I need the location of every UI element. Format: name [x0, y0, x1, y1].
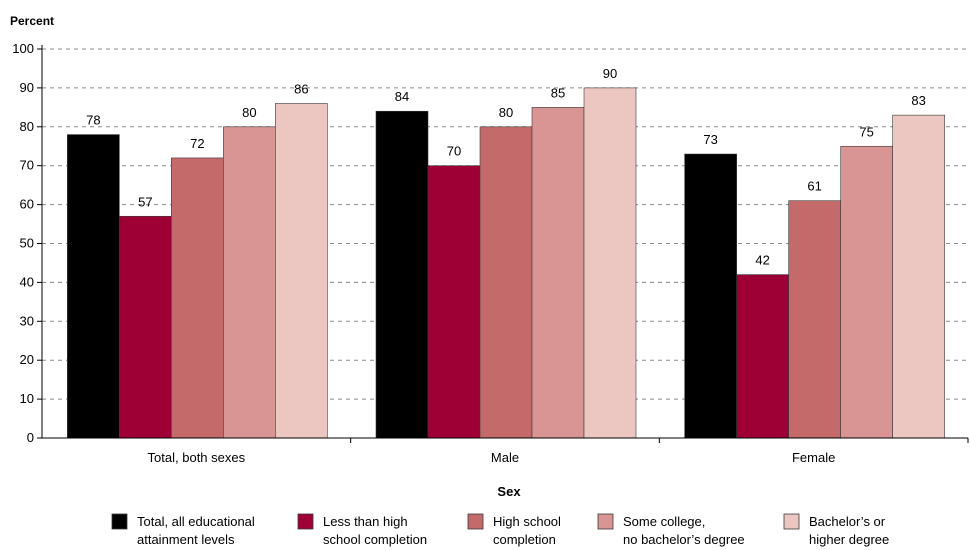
bar — [427, 165, 481, 439]
bar — [840, 145, 893, 439]
data-label: 84 — [395, 89, 409, 104]
bar — [736, 274, 789, 439]
category-label: Total, both sexes — [148, 450, 246, 465]
bar — [531, 107, 585, 439]
data-label: 85 — [551, 85, 565, 100]
y-tick-label: 60 — [20, 197, 34, 212]
legend-label: Bachelor’s or — [809, 514, 886, 529]
bar — [375, 110, 429, 439]
data-label: 86 — [294, 81, 308, 96]
bar — [892, 114, 945, 439]
legend-swatch — [297, 513, 314, 530]
bar — [223, 126, 276, 439]
legend: Total, all educational attainment levels L… — [111, 513, 889, 547]
data-label: 72 — [190, 136, 204, 151]
legend-swatch — [783, 513, 800, 530]
data-label: 61 — [807, 179, 821, 194]
data-label: 42 — [755, 253, 769, 268]
data-label: 70 — [447, 144, 461, 159]
legend-label: higher degree — [809, 532, 889, 547]
data-label: 73 — [703, 132, 717, 147]
legend-swatch — [467, 513, 484, 530]
y-tick-label: 0 — [27, 430, 34, 445]
data-label: 78 — [86, 113, 100, 128]
data-label: 57 — [138, 194, 152, 209]
legend-label: no bachelor’s degree — [623, 532, 745, 547]
legend-label: Total, all educational — [137, 514, 255, 529]
legend-swatch — [111, 513, 128, 530]
bars: 78 57 72 80 86 84 70 80 85 90 73 42 61 75 83 — [67, 66, 945, 439]
legend-swatch — [597, 513, 614, 530]
y-tick-label: 10 — [20, 391, 34, 406]
data-label: 80 — [242, 105, 256, 120]
data-label: 83 — [911, 93, 925, 108]
bar — [583, 87, 637, 439]
category-label: Male — [491, 450, 519, 465]
legend-label: school completion — [323, 532, 427, 547]
axes: 0 10 20 30 40 50 60 70 80 90 100 Total, both sexes M… — [12, 41, 969, 465]
data-label: 75 — [859, 124, 873, 139]
y-tick-label: 100 — [12, 41, 34, 56]
y-tick-label: 30 — [20, 313, 34, 328]
y-tick-label: 50 — [20, 236, 34, 251]
bar — [479, 126, 533, 439]
bar — [119, 215, 172, 439]
bar — [275, 103, 328, 439]
data-label: 90 — [603, 66, 617, 81]
legend-label: attainment levels — [137, 532, 235, 547]
y-axis-title: Percent — [10, 14, 54, 28]
y-tick-label: 20 — [20, 352, 34, 367]
y-tick-label: 40 — [20, 274, 34, 289]
data-label: 80 — [499, 105, 513, 120]
bar — [67, 134, 120, 439]
y-tick-label: 90 — [20, 80, 34, 95]
x-axis-title: Sex — [497, 484, 521, 499]
y-tick-label: 70 — [20, 158, 34, 173]
bar — [684, 153, 737, 439]
legend-label: Some college, — [623, 514, 705, 529]
category-label: Female — [792, 450, 835, 465]
y-tick-label: 80 — [20, 119, 34, 134]
legend-label: High school — [493, 514, 561, 529]
bar — [171, 157, 224, 439]
legend-label: completion — [493, 532, 556, 547]
legend-label: Less than high — [323, 514, 408, 529]
bar — [788, 200, 841, 439]
